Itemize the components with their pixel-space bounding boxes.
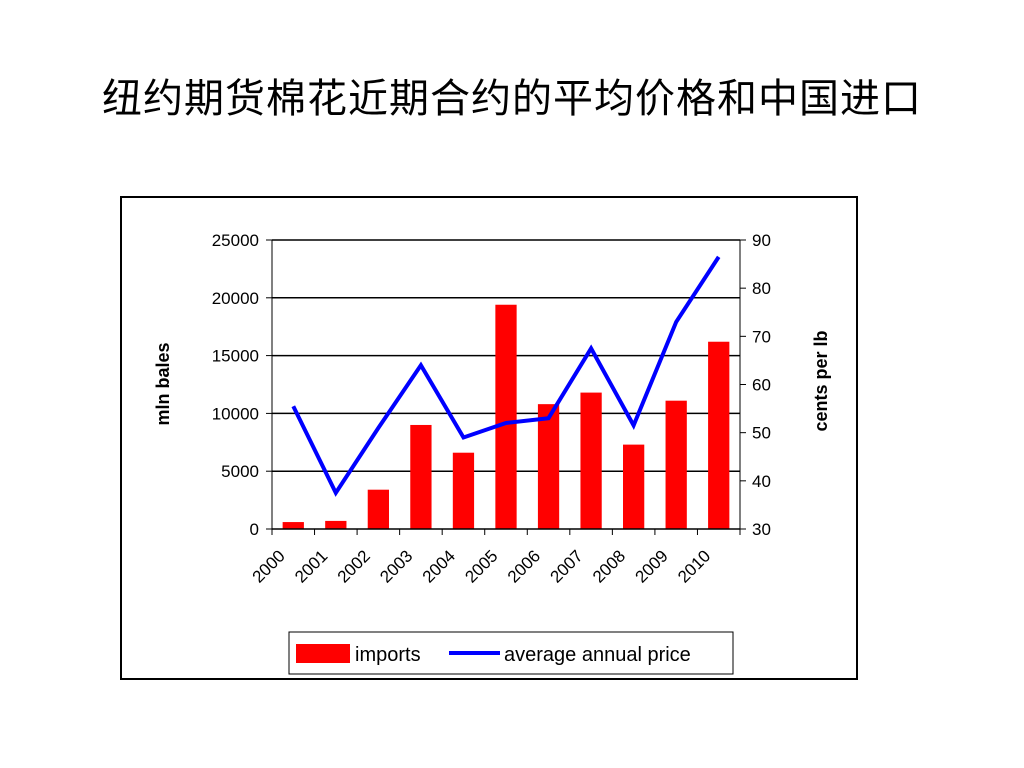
chart-frame: 0 5000 10000 15000 20000 25000 30 40 50 60 70 80 90 2…	[120, 196, 858, 680]
y2-tick-label: 60	[752, 376, 771, 395]
y2-tick-label: 50	[752, 424, 771, 443]
bars	[282, 304, 730, 529]
x-tick-label: 2002	[334, 546, 374, 586]
slide-title: 纽约期货棉花近期合约的平均价格和中国进口	[102, 76, 922, 122]
x-tick-label: 2005	[461, 546, 501, 586]
y-axis-title: mln bales	[153, 342, 173, 425]
price-line	[291, 255, 721, 497]
combo-chart: 0 5000 10000 15000 20000 25000 30 40 50 60 70 80 90 2…	[153, 231, 831, 675]
legend-label-price: average annual price	[504, 644, 691, 666]
legend-label-imports: imports	[355, 644, 421, 666]
y-tick-label: 5000	[221, 462, 259, 481]
y-tick-label: 25000	[212, 231, 259, 250]
legend-swatch-imports	[296, 644, 350, 663]
y2-tick-label: 40	[752, 472, 771, 491]
x-tick-label: 2009	[632, 546, 672, 586]
y2-tick-label: 80	[752, 279, 771, 298]
y-tick-label: 0	[250, 520, 259, 539]
y2-axis-title: cents per lb	[811, 330, 831, 431]
x-tick-label: 2006	[504, 546, 544, 586]
line-average-annual-price	[291, 255, 721, 497]
y-tick-label: 15000	[212, 347, 259, 366]
bar-imports	[537, 404, 560, 529]
y2-tick-label: 70	[752, 327, 771, 346]
bar-imports	[452, 452, 475, 529]
x-tick-label: 2001	[291, 546, 331, 586]
x-tick-label: 2008	[589, 546, 629, 586]
bar-imports	[282, 522, 304, 529]
bar-imports	[495, 304, 517, 529]
bar-imports	[580, 392, 602, 529]
bar-imports	[410, 424, 432, 529]
legend-box	[288, 631, 734, 675]
x-tick-label: 2010	[674, 546, 714, 586]
y2-tick-label: 30	[752, 520, 771, 539]
y-tick-label: 20000	[212, 289, 259, 308]
bar-imports	[623, 444, 645, 529]
axes	[266, 239, 746, 535]
legend: imports average annual price	[288, 631, 734, 675]
y2-tick-label: 90	[752, 231, 771, 250]
x-tick-label: 2000	[249, 546, 289, 586]
x-tick-label: 2003	[376, 546, 416, 586]
y-tick-label: 10000	[212, 404, 259, 423]
bar-imports	[367, 489, 389, 529]
bar-imports	[665, 400, 687, 529]
x-tick-label: 2007	[546, 546, 586, 586]
bar-imports	[708, 341, 730, 529]
bar-imports	[325, 520, 347, 529]
x-tick-label: 2004	[419, 546, 459, 586]
